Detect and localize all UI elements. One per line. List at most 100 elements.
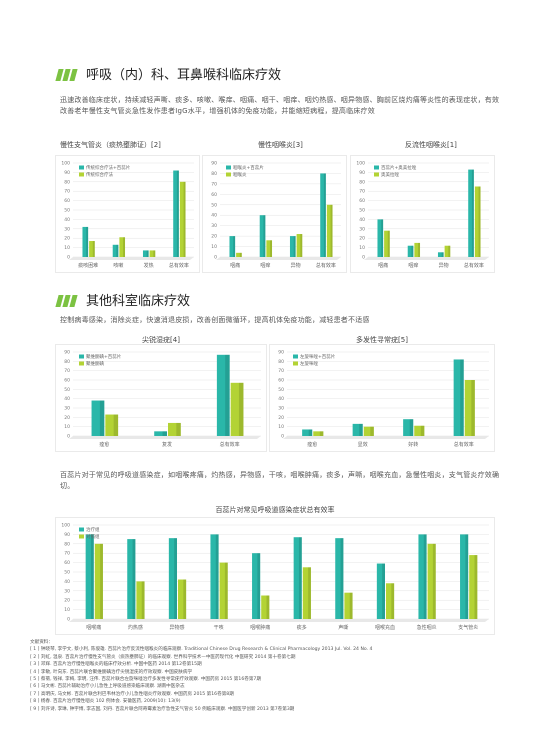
legend-swatch [79,165,84,170]
bar-shade [123,237,126,257]
y-tick-label: 0 [67,617,70,623]
bar [377,219,384,257]
heading-decoration [55,292,81,307]
chart-title: 尖锐湿疣[4] [142,336,180,344]
bar [259,215,266,257]
x-tick-label: 复发 [162,441,172,448]
y-tick-label: 90 [211,161,217,167]
bar-shade [300,234,303,257]
bar-shade [270,240,273,257]
bar [464,380,475,436]
y-tick-label: 80 [64,359,70,365]
bar [179,181,186,257]
y-tick-label: 70 [64,368,70,374]
bar-shade [441,252,444,257]
bar [320,173,326,257]
bar [136,581,145,619]
bar [173,170,179,257]
y-tick-label: 60 [64,560,70,566]
reference: [ 6 ] 马文彬. 百蕊片辅助治疗小儿急性上呼吸道感染临床观察. 湖南中医杂志 [30,684,185,690]
bar-shade [432,543,436,619]
paragraph: 迅速改善临床症状，持续减轻声嘶、痰多、咳嗽、喉痒、咽痛、咽干、咽痒、咽灼热感、咽… [60,96,500,115]
bar-shade [90,534,94,619]
bar-shade [298,537,302,619]
floor [69,257,194,260]
y-tick-label: 80 [278,359,284,365]
references: 文献资料： [ 1 ] 钟晓琴, 李学文, 蔡小利, 陈俊雄. 百蕊片治疗反流性… [30,639,520,713]
y-tick-label: 70 [278,368,284,374]
bar [154,431,167,436]
x-tick-label: 咽痛 [230,262,240,269]
legend-label: 对照组 [86,533,100,540]
chart-title: 慢性支气管炎（痰热壅肺证）[2] [60,141,161,149]
x-tick-label: 总有效率 [464,262,484,269]
legend-swatch [374,172,379,177]
bar-shade [409,419,414,436]
bar-shade [233,236,236,257]
floor [69,436,261,439]
y-tick-label: 0 [67,255,70,261]
legend-label: 传统综合疗法 [86,171,113,178]
x-tick-label: 异物感 [169,624,184,631]
legend-swatch [226,165,231,170]
y-tick-label: 100 [61,161,70,167]
y-tick-label: 10 [64,245,70,251]
bar-shade [293,236,296,257]
y-tick-label: 50 [64,208,70,214]
chart-title: 百蕊片对常见呼吸道感染症状总有效率 [215,506,335,514]
x-tick-label: 发热 [144,262,154,269]
legend-label: 治疗组 [86,526,100,533]
bar-shade [423,534,427,619]
y-tick-label: 100 [356,161,365,167]
reference: [ 3 ] 邓辉. 百蕊片治疗慢性咽喉炎的临床疗效分析. 中国中医药 2014 … [30,662,202,668]
legend-swatch [226,172,231,177]
x-tick-label: 总有效率 [316,262,336,269]
floor [364,257,489,260]
y-tick-label: 40 [278,396,284,402]
bar [168,538,177,619]
bar-shade [308,567,311,619]
x-tick-label: 痰多 [297,624,307,631]
y-tick-label: 10 [64,607,70,613]
bar [414,242,421,257]
bar-shade [113,414,119,436]
legend-label: 咽喉炎 [233,171,247,178]
bar [105,414,119,436]
y-tick-label: 70 [359,189,365,195]
reference: [ 1 ] 钟晓琴, 李学文, 蔡小利, 陈俊雄. 百蕊片治疗反流性咽喉炎的临床… [30,647,373,653]
bar [363,426,374,436]
x-tick-label: 支气管炎 [458,624,478,631]
x-tick-label: 总有效率 [220,441,240,448]
y-tick-label: 60 [64,198,70,204]
x-tick-label: 咽喉充血 [375,624,395,631]
bar-shade [382,563,385,619]
bar [302,429,313,436]
y-tick-label: 40 [64,396,70,402]
bar-shade [224,562,228,619]
x-tick-label: 咽痒 [408,262,418,269]
bar-shade [474,555,478,619]
bar [252,553,261,619]
bar [352,423,363,436]
heading-decoration [55,66,81,81]
legend-swatch [79,354,84,359]
bar-shade [263,215,266,257]
chart: 0 10 20 30 40 50 60 70 80 90 100 痰咳困难 咳嗽 发热 总有效率 传统综合疗法… [55,155,200,273]
bar [418,534,427,619]
bar [403,419,414,436]
y-tick-label: 50 [64,570,70,576]
bar-shade [92,241,95,257]
bar-shade [465,534,469,619]
bar-shade [238,382,244,436]
y-tick-label: 40 [64,217,70,223]
floor [69,619,489,622]
chart: 0 10 20 30 40 50 60 70 80 90 100 咽痛 咽痒 异物 总有效率 百蕊片+奥美拉唑… [350,155,495,273]
bar-shade [99,400,105,436]
bar [335,538,344,619]
bar [293,537,302,619]
reference: [ 7 ] 高明庆, 马文彬. 百蕊片联合利巴韦林治疗小儿急性咽炎疗效观察. 中… [30,691,234,697]
bar-shade [174,538,177,619]
bar [127,539,136,619]
y-tick-label: 90 [64,170,70,176]
